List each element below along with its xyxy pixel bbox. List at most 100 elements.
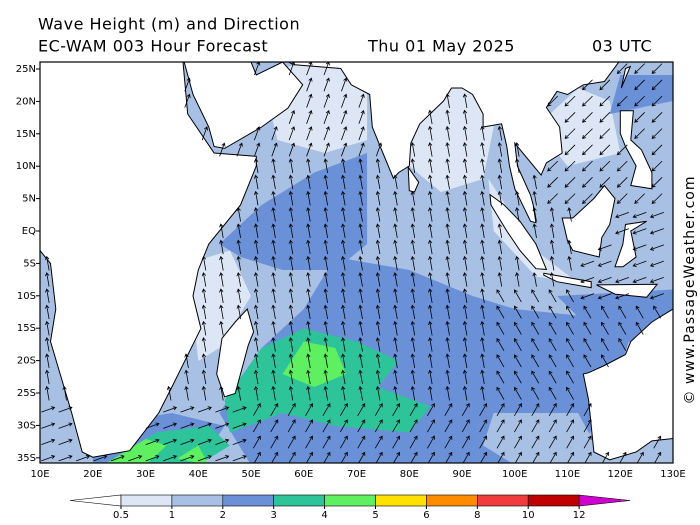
direction-arrow (287, 403, 296, 417)
direction-arrow (236, 255, 241, 271)
direction-arrow (393, 337, 398, 352)
direction-arrow (306, 93, 313, 108)
direction-arrow (532, 190, 537, 206)
direction-arrow (184, 385, 189, 401)
direction-arrow (649, 277, 664, 284)
direction-arrow (428, 109, 433, 125)
direction-arrow (428, 255, 433, 271)
direction-arrow (445, 142, 450, 157)
direction-arrow (428, 369, 433, 385)
direction-arrow (618, 338, 627, 352)
direction-arrow (323, 353, 328, 368)
direction-arrow (580, 293, 595, 300)
direction-arrow (323, 126, 330, 141)
direction-arrow (410, 353, 416, 368)
direction-arrow (566, 305, 574, 319)
direction-arrow (215, 406, 230, 413)
direction-arrow (306, 369, 311, 385)
direction-arrow (410, 142, 416, 157)
direction-arrow (616, 177, 628, 188)
direction-arrow (651, 193, 663, 204)
direction-arrow (393, 207, 398, 222)
direction-arrow (515, 272, 520, 287)
direction-arrow (341, 353, 346, 368)
legend-label: 0.5 (113, 510, 129, 521)
direction-arrow (634, 63, 645, 74)
direction-arrow (375, 142, 383, 157)
direction-arrow (358, 93, 365, 108)
direction-arrow (566, 419, 575, 433)
direction-arrow (599, 112, 611, 123)
direction-arrow (201, 304, 207, 320)
direction-arrow (288, 126, 296, 141)
lat-label: 5S (23, 258, 36, 269)
lon-label: 30E (136, 469, 155, 480)
direction-arrow (496, 289, 505, 303)
direction-arrow (180, 455, 195, 462)
direction-arrow (341, 109, 348, 124)
land (287, 62, 620, 224)
direction-arrow (341, 288, 346, 303)
direction-arrow (341, 207, 346, 222)
direction-arrow (375, 272, 381, 287)
direction-arrow (531, 403, 540, 417)
direction-arrow (496, 370, 505, 384)
direction-arrow (635, 305, 644, 319)
direction-arrow (634, 193, 645, 204)
direction-arrow (253, 239, 259, 255)
direction-arrow (410, 207, 416, 222)
direction-arrow (393, 223, 398, 238)
lon-label: 80E (400, 469, 419, 480)
direction-arrow (323, 288, 328, 303)
direction-arrow (358, 174, 363, 190)
direction-arrow (615, 293, 630, 300)
direction-arrow (615, 212, 630, 219)
direction-arrow (163, 422, 178, 429)
direction-arrow (288, 223, 294, 238)
direction-arrow (653, 435, 662, 449)
direction-arrow (236, 239, 241, 255)
direction-arrow (567, 207, 572, 222)
land (543, 272, 592, 289)
direction-arrow (374, 435, 383, 449)
direction-arrow (393, 353, 398, 368)
direction-arrow (374, 403, 383, 417)
direction-arrow (219, 255, 224, 271)
direction-arrow (288, 109, 296, 124)
direction-arrow (566, 289, 574, 303)
lat-label: 15N (16, 129, 36, 140)
direction-arrow (323, 385, 328, 401)
direction-arrow (514, 321, 522, 335)
direction-arrow (45, 369, 50, 385)
direction-arrow (566, 338, 574, 352)
direction-arrow (271, 142, 278, 157)
direction-arrow (548, 338, 557, 352)
direction-arrow (582, 144, 593, 156)
direction-arrow (599, 144, 611, 156)
direction-arrow (341, 385, 346, 401)
direction-arrow (41, 422, 56, 429)
direction-arrow (564, 144, 576, 156)
direction-arrow (410, 272, 416, 287)
direction-arrow (496, 338, 505, 352)
direction-arrow (45, 337, 50, 352)
direction-arrow (566, 435, 575, 449)
direction-arrow (305, 403, 313, 417)
direction-arrow (410, 304, 416, 320)
direction-arrow (288, 320, 294, 336)
direction-arrow (41, 455, 56, 462)
direction-arrow (145, 438, 160, 445)
direction-arrow (323, 304, 328, 320)
direction-arrow (514, 403, 522, 417)
legend-label: 4 (321, 510, 327, 521)
direction-arrow (341, 158, 346, 173)
direction-arrow (583, 354, 592, 368)
legend-swatch (273, 494, 325, 507)
direction-arrow (288, 174, 294, 190)
legend-swatch (527, 494, 580, 507)
direction-arrow (428, 207, 433, 222)
date: Thu 01 May 2025 (367, 37, 515, 56)
direction-arrow (479, 435, 488, 449)
direction-arrow (393, 288, 398, 303)
direction-arrow (531, 338, 540, 352)
